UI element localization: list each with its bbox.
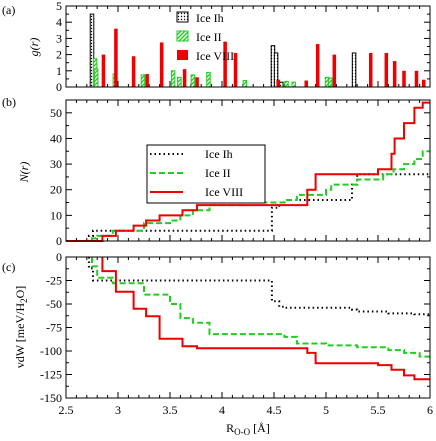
panel-a-ytick-label: 0 bbox=[56, 80, 62, 94]
panel-c-ylabel: vdW [meV/H2O] bbox=[13, 286, 29, 369]
panel-b-ytick-label: 40 bbox=[50, 131, 62, 145]
panel-b-ylabel-text: N(r) bbox=[17, 162, 31, 184]
bar-ice-viii bbox=[195, 77, 199, 87]
bar-ice-ii bbox=[291, 81, 297, 88]
bar-ice-ii bbox=[206, 71, 211, 88]
panel-c-frame bbox=[65, 256, 431, 399]
panel-b-label: (b) bbox=[2, 95, 16, 109]
legend-a-ice-ih-swatch bbox=[176, 11, 189, 23]
x-axis-label: RO-O [Å] bbox=[226, 421, 270, 437]
panel-a-ytick-label: 4 bbox=[56, 15, 62, 29]
bar-ice-viii bbox=[223, 41, 227, 87]
panel-c-ytick-label: 0 bbox=[56, 250, 62, 264]
bar-ice-viii bbox=[145, 74, 149, 87]
legend-a-ice-viii-label: Ice VIII bbox=[196, 49, 234, 63]
bar-ice-viii bbox=[421, 79, 426, 87]
panel-a-ytick-label: 3 bbox=[56, 31, 62, 45]
x-tick-label: 2.5 bbox=[59, 403, 74, 417]
x-tick-label: 4.5 bbox=[267, 403, 282, 417]
line-ice-viii bbox=[101, 257, 430, 381]
bar-ice-ii bbox=[177, 76, 182, 88]
legend-b-ice-viii-label: Ice VIII bbox=[205, 185, 243, 199]
panel-a-ytick-label: 1 bbox=[56, 64, 62, 78]
bar-ice-ii bbox=[242, 80, 248, 88]
x-tick-label: 5 bbox=[323, 403, 329, 417]
bar-ice-viii bbox=[402, 70, 406, 87]
panel-c-label: (c) bbox=[2, 260, 15, 274]
panel-c-ytick-label: -50 bbox=[46, 297, 62, 311]
bar-ice-viii bbox=[276, 79, 280, 87]
panel-b-ytick-label: 30 bbox=[50, 157, 62, 171]
bar-ice-viii bbox=[368, 52, 373, 87]
panel-b-ytick-label: 20 bbox=[50, 183, 62, 197]
panel-b-lines bbox=[66, 101, 430, 242]
bar-ice-viii bbox=[332, 54, 337, 87]
panel-b-frame bbox=[65, 99, 431, 242]
panel-c: (c) vdW [meV/H2O] 0 -25 -50 -75 -100 -125 -150… bbox=[2, 250, 433, 437]
panel-b-ticks: 0 10 20 30 40 50 bbox=[50, 100, 431, 248]
bar-ice-viii bbox=[114, 28, 118, 87]
panel-c-ylabel-text: vdW [meV/H2O] bbox=[13, 286, 29, 369]
line-ice-ih bbox=[87, 257, 430, 316]
bar-ice-ii bbox=[140, 74, 146, 88]
panel-c-ytick-label: -150 bbox=[40, 391, 62, 405]
panel-b-ytick-label: 50 bbox=[50, 106, 62, 120]
panel-c-lines bbox=[87, 257, 430, 381]
panel-b: (b) N(r) 0 10 20 30 40 50 Ice Ih Ice II Ice V… bbox=[2, 95, 431, 248]
panel-a-frame bbox=[65, 5, 431, 88]
x-tick-label: 6 bbox=[427, 403, 433, 417]
bar-ice-viii bbox=[131, 56, 136, 87]
line-ice-ii bbox=[91, 257, 430, 358]
panel-b-ylabel: N(r) bbox=[17, 162, 31, 184]
legend-a-ice-ii-swatch bbox=[176, 30, 189, 42]
panel-a-label: (a) bbox=[2, 3, 15, 17]
bar-ice-ii bbox=[170, 70, 176, 88]
line-ice-viii bbox=[66, 101, 430, 242]
bar-ice-viii bbox=[384, 52, 389, 87]
panel-a-ytick-label: 5 bbox=[56, 0, 62, 13]
panel-c-ytick-label: -100 bbox=[40, 344, 62, 358]
panel-a-ticks: 0 1 2 3 4 5 bbox=[56, 0, 431, 94]
panel-c-ytick-label: -125 bbox=[40, 368, 62, 382]
bar-ice-viii bbox=[315, 44, 320, 87]
panel-a-legend: Ice Ih Ice II Ice VIII bbox=[176, 11, 234, 63]
panel-c-ytick-label: -75 bbox=[46, 321, 62, 335]
bar-ice-viii bbox=[414, 70, 419, 87]
legend-b-box bbox=[146, 144, 266, 204]
panel-b-ytick-label: 10 bbox=[50, 208, 62, 222]
legend-a-ice-ih-label: Ice Ih bbox=[196, 11, 224, 25]
bar-ice-viii bbox=[159, 42, 164, 87]
x-tick-label: 3.5 bbox=[163, 403, 178, 417]
panel-a-bars bbox=[89, 13, 426, 88]
bar-ice-ii bbox=[93, 68, 99, 88]
bar-ice-viii bbox=[392, 61, 397, 87]
bar-ice-viii bbox=[182, 69, 187, 87]
bar-ice-viii bbox=[233, 52, 238, 87]
panel-b-legend: Ice Ih Ice II Ice VIII bbox=[146, 144, 266, 204]
bar-ice-ii bbox=[190, 74, 196, 88]
bar-ice-viii bbox=[101, 54, 106, 87]
panel-a-ytick-label: 2 bbox=[56, 48, 62, 62]
bar-ice-ii bbox=[284, 80, 289, 88]
legend-a-ice-ii-label: Ice II bbox=[196, 30, 222, 44]
panel-c-ytick-label: -25 bbox=[46, 274, 62, 288]
panel-a: (a) g(r) 0 1 2 3 4 5 Ice Ih Ice II Ice VIII bbox=[2, 0, 431, 94]
legend-b-ice-ih-label: Ice Ih bbox=[205, 147, 233, 161]
legend-b-ice-ii-label: Ice II bbox=[205, 166, 231, 180]
x-tick-label: 5.5 bbox=[371, 403, 386, 417]
bar-ice-ii bbox=[327, 77, 333, 88]
bar-ice-viii bbox=[304, 80, 309, 87]
bar-ice-ih bbox=[351, 52, 357, 88]
panel-b-ytick-label: 0 bbox=[56, 234, 62, 248]
panel-a-ylabel-text: g(r) bbox=[27, 38, 41, 57]
x-tick-label: 3 bbox=[115, 403, 121, 417]
x-tick-label: 4 bbox=[219, 403, 225, 417]
panel-a-ylabel: g(r) bbox=[27, 38, 41, 57]
bar-ice-ih bbox=[279, 81, 284, 88]
legend-a-ice-viii-swatch bbox=[177, 50, 188, 60]
